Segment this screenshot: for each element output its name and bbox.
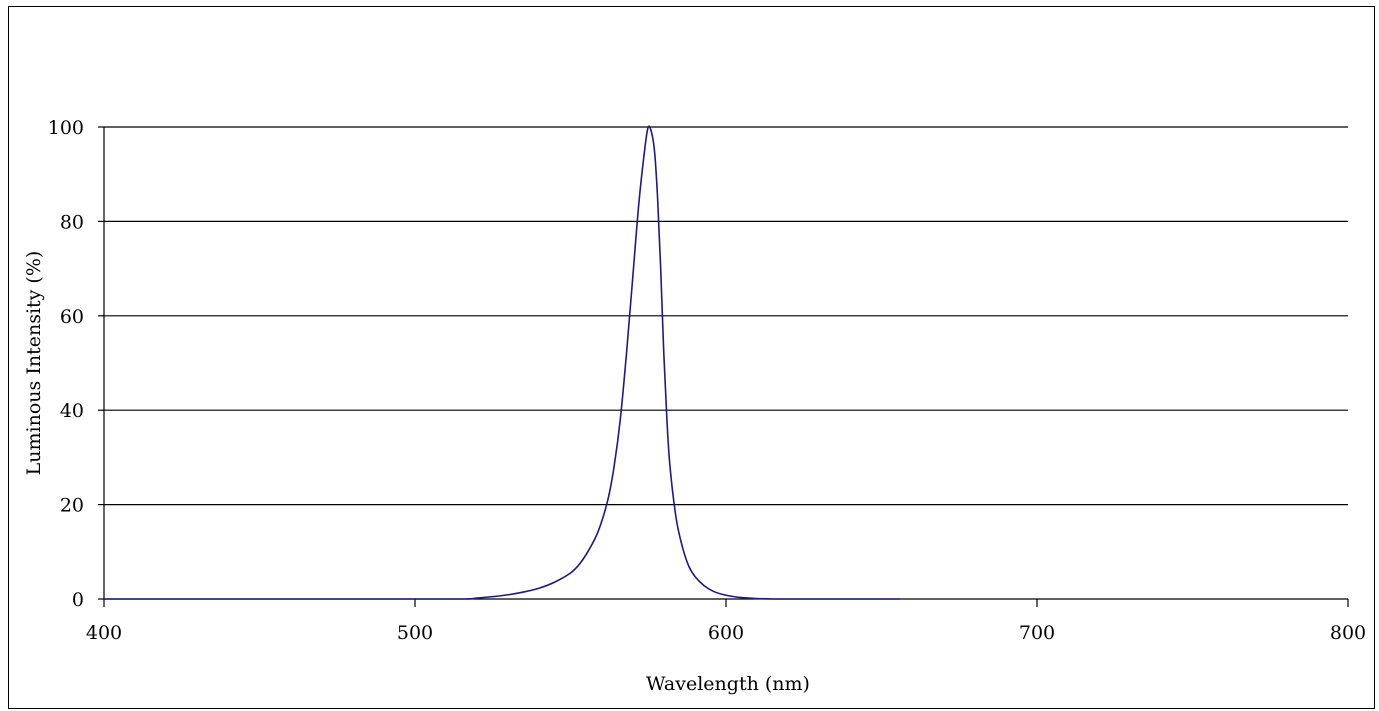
y-tick-label-60: 60	[60, 306, 84, 328]
y-tick-label-0: 0	[72, 589, 84, 611]
y-tick-labels: 0 20 40 60 80 100	[48, 117, 84, 611]
y-axis-title: Luminous Intensity (%)	[23, 251, 45, 476]
x-tick-label-700: 700	[1019, 622, 1055, 644]
grid-lines	[104, 126, 1348, 506]
x-tick-labels: 400 500 600 700 800	[86, 622, 1366, 644]
series-line	[104, 125, 901, 600]
x-axis-title: Wavelength (nm)	[646, 673, 810, 695]
x-tick-label-400: 400	[86, 622, 122, 644]
y-tick-label-20: 20	[60, 495, 84, 517]
x-tick-label-500: 500	[397, 622, 433, 644]
x-tick-label-800: 800	[1330, 622, 1366, 644]
chart-frame	[8, 6, 1375, 709]
axes	[98, 126, 1349, 607]
y-tick-label-40: 40	[60, 400, 84, 422]
x-tick-label-600: 600	[708, 622, 744, 644]
y-tick-label-100: 100	[48, 117, 84, 139]
y-tick-label-80: 80	[60, 211, 84, 233]
